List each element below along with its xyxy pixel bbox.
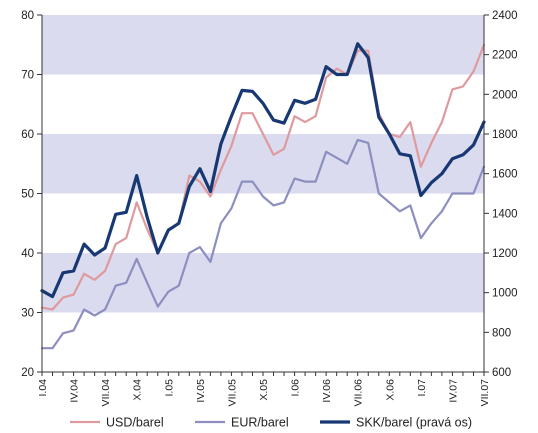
right-tick-label: 600 bbox=[492, 367, 511, 379]
x-tick-label: IV.05 bbox=[195, 379, 207, 403]
legend-label-3: SKK/barel (pravá os) bbox=[356, 416, 472, 430]
x-tick-label: X.05 bbox=[258, 379, 270, 401]
x-tick-label: IV.07 bbox=[447, 379, 459, 403]
right-tick-label: 1600 bbox=[492, 169, 518, 181]
x-tick-label: VII.05 bbox=[226, 379, 238, 407]
series-line-1 bbox=[40, 43, 486, 311]
x-tick-label: IV.06 bbox=[321, 379, 333, 403]
left-tick-label: 70 bbox=[21, 70, 34, 82]
series-line-3 bbox=[40, 42, 486, 299]
left-tick-label: 60 bbox=[21, 129, 34, 141]
x-tick-label: X.04 bbox=[132, 379, 144, 401]
x-tick-label: I.06 bbox=[290, 379, 302, 397]
axes-layer: 20 30 40 50 60 70 80 600 800 1000 1200 1400 1600 1800… bbox=[21, 10, 517, 406]
right-tick-label: 2000 bbox=[492, 89, 518, 101]
left-tick-label: 80 bbox=[21, 10, 34, 22]
legend: USD/barel EUR/barel SKK/barel (pravá os) bbox=[70, 416, 472, 430]
right-tick-label: 2200 bbox=[492, 50, 518, 62]
right-tick-label: 2400 bbox=[492, 10, 518, 22]
grid-band bbox=[42, 253, 484, 313]
x-tick-label: VII.07 bbox=[479, 379, 491, 407]
left-tick-label: 20 bbox=[21, 367, 34, 379]
right-tick-label: 1800 bbox=[492, 129, 518, 141]
x-tick-label: I.05 bbox=[163, 379, 175, 397]
x-tick-label: I.07 bbox=[416, 379, 428, 397]
grid-band bbox=[42, 134, 484, 194]
legend-label-2: EUR/barel bbox=[231, 416, 289, 430]
left-tick-label: 50 bbox=[21, 189, 34, 201]
right-tick-label: 800 bbox=[492, 327, 511, 339]
right-tick-label: 1400 bbox=[492, 208, 518, 220]
series-line-2 bbox=[40, 138, 486, 350]
left-tick-label: 30 bbox=[21, 308, 34, 320]
right-tick-label: 1000 bbox=[492, 288, 518, 300]
grid-band bbox=[42, 15, 484, 75]
left-tick-label: 40 bbox=[21, 248, 34, 260]
x-tick-label: X.06 bbox=[384, 379, 396, 401]
x-tick-label: I.04 bbox=[37, 379, 49, 397]
right-tick-label: 1200 bbox=[492, 248, 518, 260]
series-layer bbox=[40, 42, 486, 350]
x-tick-label: VII.04 bbox=[100, 379, 112, 407]
background-bands bbox=[42, 15, 484, 313]
x-tick-label: VII.06 bbox=[353, 379, 365, 407]
legend-label-1: USD/barel bbox=[106, 416, 164, 430]
x-tick-label: IV.04 bbox=[69, 379, 81, 403]
